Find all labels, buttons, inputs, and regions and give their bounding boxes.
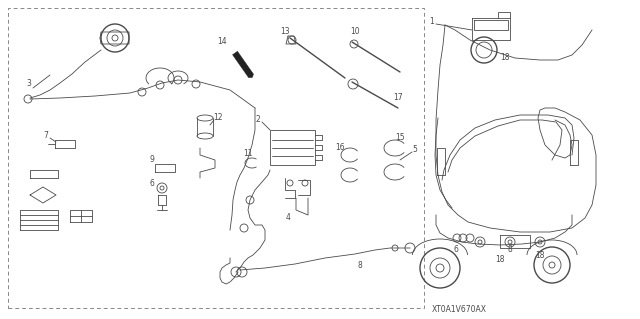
Text: 4: 4 xyxy=(285,213,291,222)
Polygon shape xyxy=(232,51,253,78)
Text: 18: 18 xyxy=(500,54,509,63)
Bar xyxy=(8,8,424,308)
Text: 12: 12 xyxy=(213,114,223,122)
Text: XT0A1V670AX: XT0A1V670AX xyxy=(432,306,487,315)
Text: 3: 3 xyxy=(27,79,31,88)
Bar xyxy=(270,130,315,165)
Text: 14: 14 xyxy=(217,38,227,47)
Text: 5: 5 xyxy=(413,145,417,154)
Text: 17: 17 xyxy=(393,93,403,102)
Text: 15: 15 xyxy=(395,133,405,143)
Text: 18: 18 xyxy=(495,256,505,264)
Text: 7: 7 xyxy=(44,131,49,140)
Text: 1: 1 xyxy=(429,18,435,26)
Text: 8: 8 xyxy=(358,261,362,270)
Text: 10: 10 xyxy=(350,27,360,36)
Text: 6: 6 xyxy=(150,179,154,188)
Text: 18: 18 xyxy=(535,250,545,259)
Text: 9: 9 xyxy=(150,155,154,165)
Text: 2: 2 xyxy=(255,115,260,124)
Text: 16: 16 xyxy=(335,144,345,152)
Text: 13: 13 xyxy=(280,27,290,36)
Text: 8: 8 xyxy=(508,246,513,255)
Text: 11: 11 xyxy=(243,149,253,158)
Text: 6: 6 xyxy=(454,246,458,255)
